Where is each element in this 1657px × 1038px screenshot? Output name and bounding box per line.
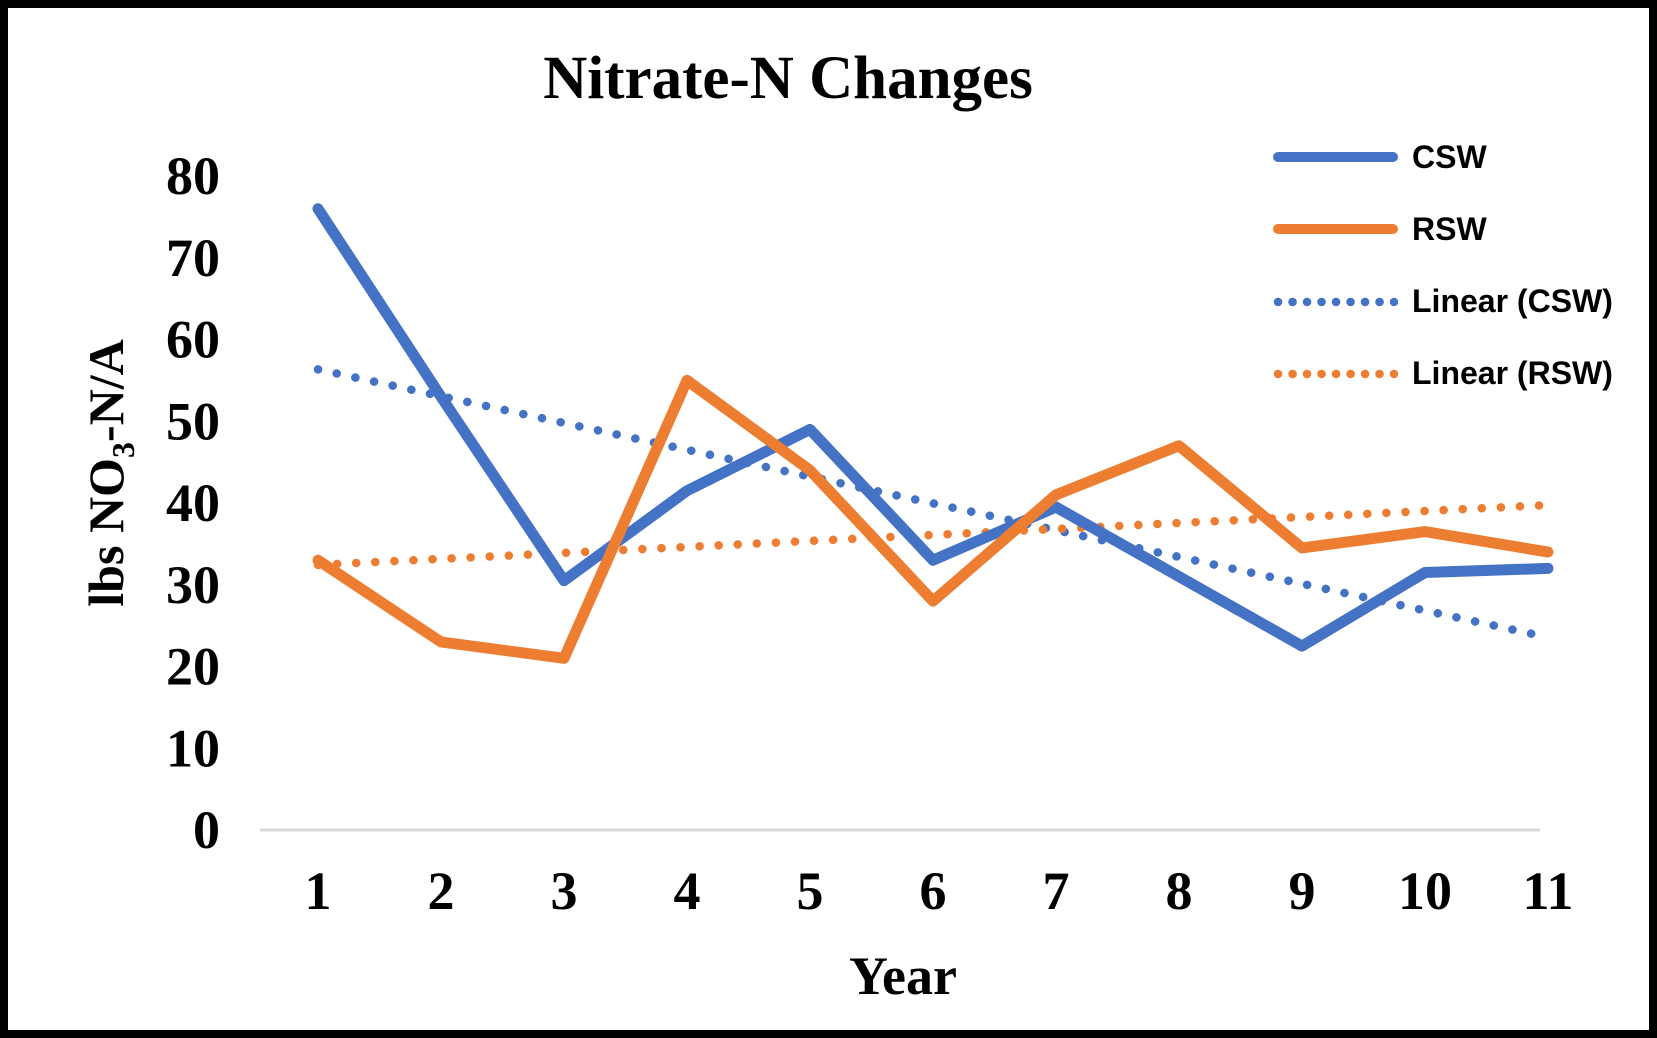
legend-swatch-bar <box>1273 224 1398 234</box>
legend-item-rsw: RSW <box>1273 193 1613 265</box>
legend-item-csw: CSW <box>1273 121 1613 193</box>
y-tick-label: 30 <box>166 555 220 615</box>
legend-swatch-dotted <box>1273 369 1399 379</box>
y-axis-title-subscript: 3 <box>105 442 141 459</box>
x-tick-label: 6 <box>920 861 947 921</box>
legend-item-linear-csw: Linear (CSW) <box>1273 265 1613 337</box>
y-axis-title: lbs NO3-N/A <box>77 339 141 607</box>
y-tick-label: 70 <box>166 228 220 288</box>
linear-rsw-trendline-swatch <box>1273 367 1399 379</box>
y-tick-label: 40 <box>166 473 220 533</box>
linear-csw-trendline-swatch <box>1273 295 1399 307</box>
x-tick-label: 2 <box>428 861 455 921</box>
x-tick-label: 10 <box>1398 861 1452 921</box>
y-tick-label: 10 <box>166 718 220 778</box>
x-tick-label: 11 <box>1522 861 1573 921</box>
rsw-line <box>312 374 1554 664</box>
csw-line <box>312 203 1554 652</box>
legend-label-rsw: RSW <box>1412 210 1487 247</box>
x-tick-label: 5 <box>797 861 824 921</box>
y-tick-label: 60 <box>166 310 220 370</box>
x-tick-label: 9 <box>1289 861 1316 921</box>
legend-swatch-dotted <box>1273 297 1399 307</box>
csw-line-swatch <box>1273 151 1398 163</box>
chart-title: Nitrate-N Changes <box>543 45 1033 112</box>
y-tick-label: 50 <box>166 391 220 451</box>
rsw-line-swatch <box>1273 223 1398 235</box>
x-axis-title: Year <box>849 946 957 1006</box>
legend-item-linear-rsw: Linear (RSW) <box>1273 337 1613 409</box>
y-tick-label: 80 <box>166 146 220 206</box>
legend-label-csw: CSW <box>1412 138 1487 175</box>
y-tick-label: 0 <box>193 800 220 860</box>
legend-swatch-bar <box>1273 152 1398 162</box>
legend-label-linear-csw: Linear (CSW) <box>1412 282 1613 319</box>
linear-csw-trendline <box>313 365 1553 642</box>
y-tick-label: 20 <box>166 637 220 697</box>
x-tick-label: 1 <box>305 861 332 921</box>
y-axis-title-prefix: lbs NO <box>78 458 134 607</box>
plot-area: 0 10 20 30 40 50 60 70 80 1 2 3 4 5 6 7 8 9 10 11 <box>166 146 1574 921</box>
legend: CSW RSW Linear (CSW) Linear (RSW) <box>1273 121 1613 409</box>
x-tick-label: 3 <box>551 861 578 921</box>
x-tick-label: 8 <box>1166 861 1193 921</box>
y-axis-title-suffix: -N/A <box>78 339 134 443</box>
legend-label-linear-rsw: Linear (RSW) <box>1412 354 1613 391</box>
x-tick-label: 4 <box>674 861 701 921</box>
x-tick-label: 7 <box>1043 861 1070 921</box>
